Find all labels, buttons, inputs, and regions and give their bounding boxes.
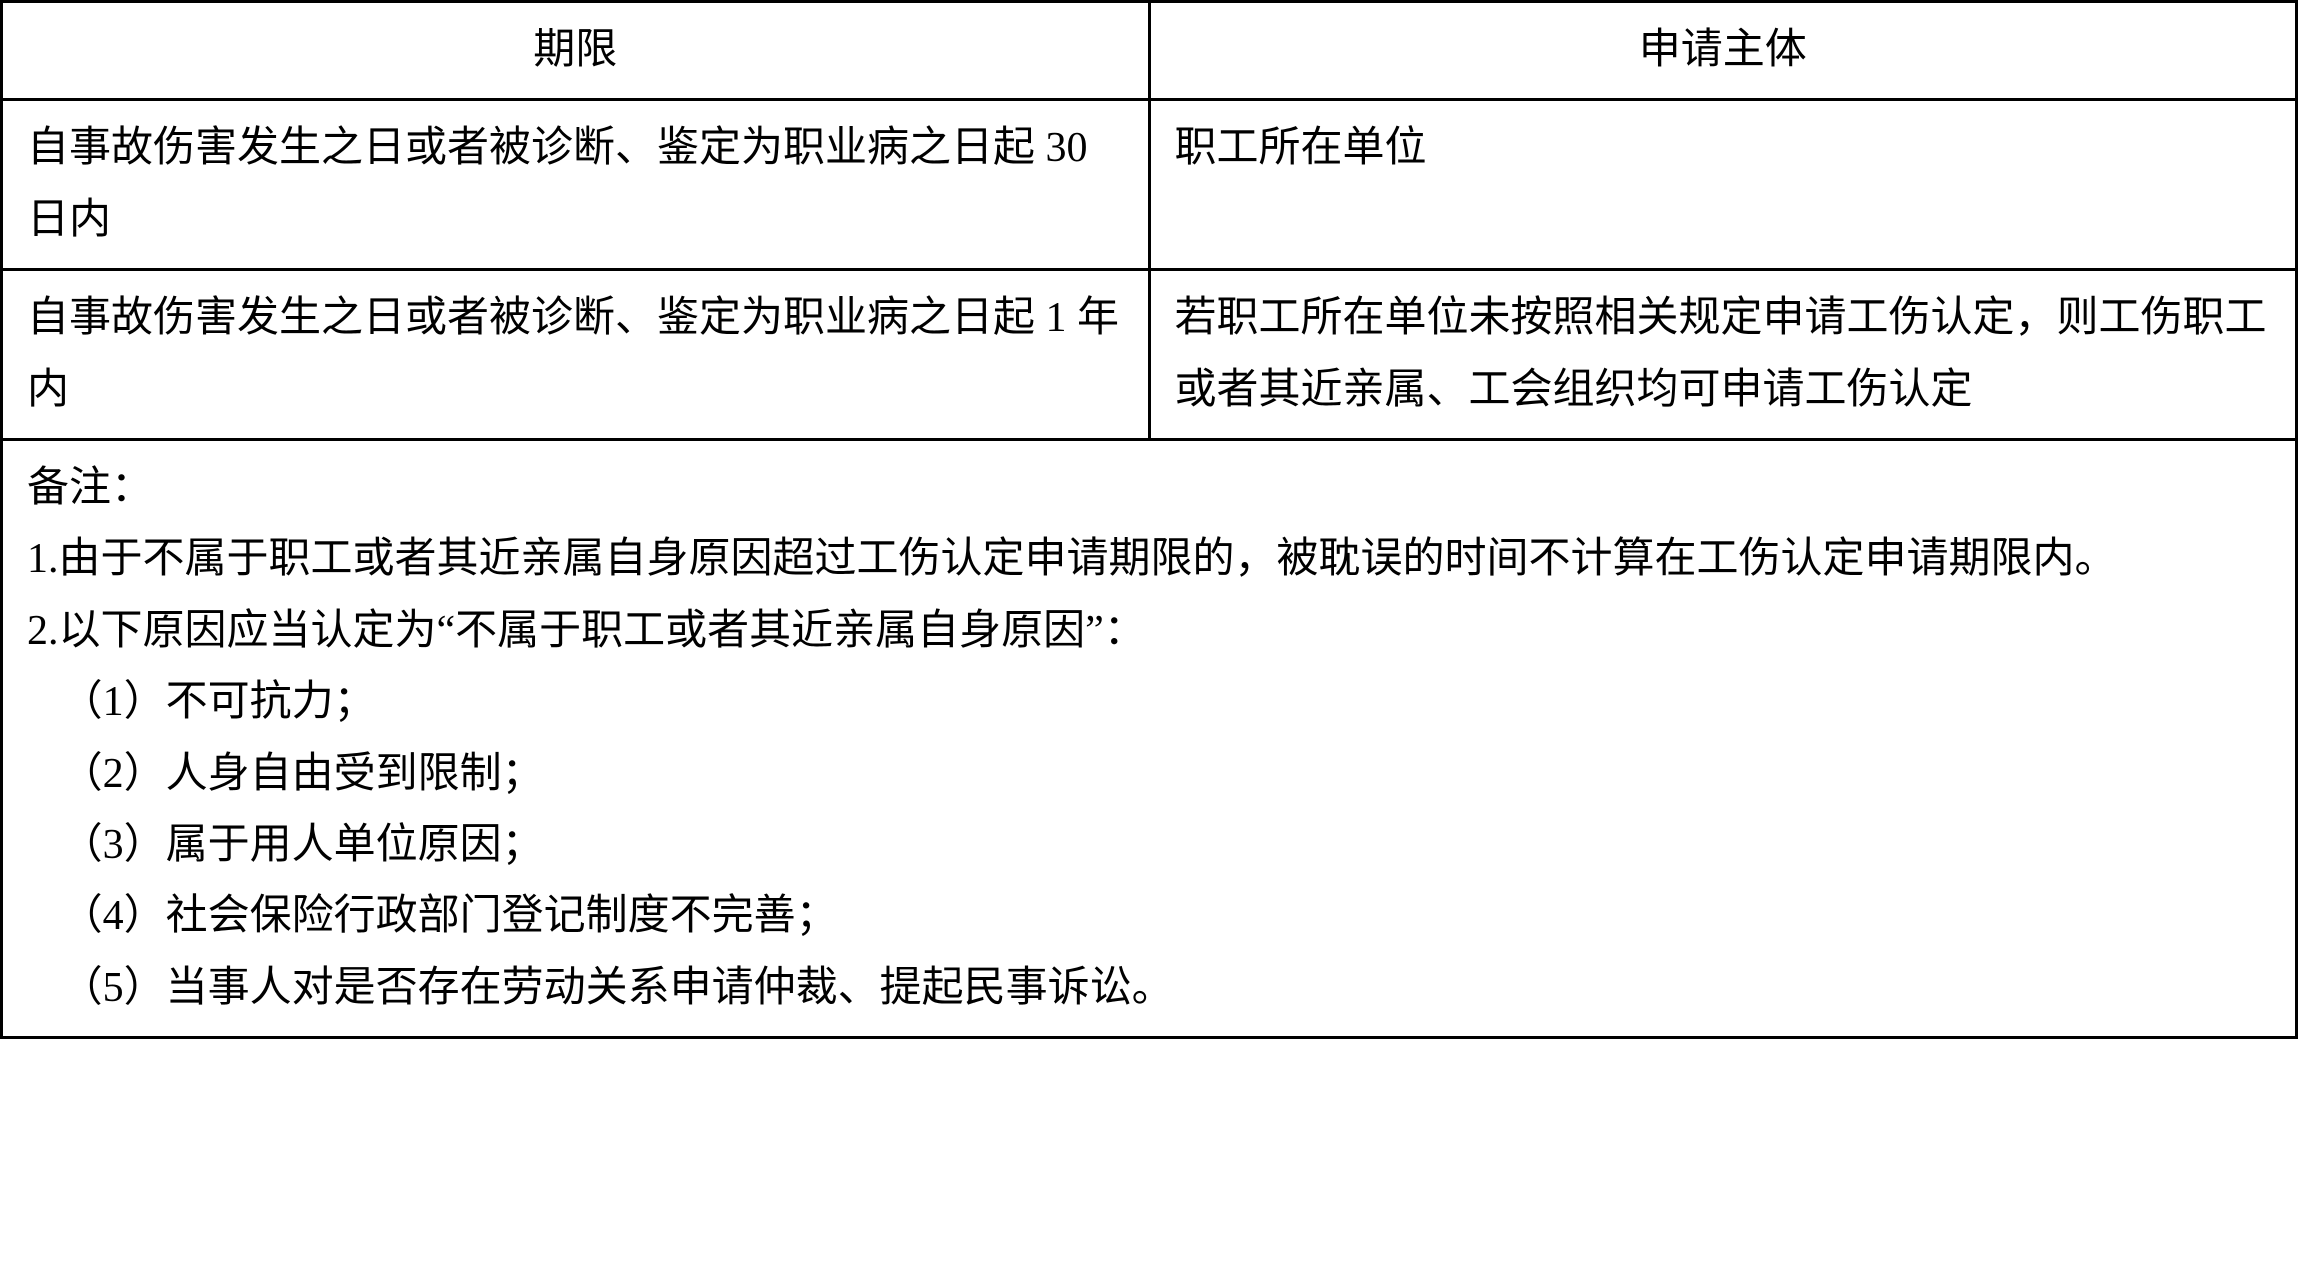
remarks-item: 1.由于不属于职工或者其近亲属自身原因超过工伤认定申请期限的，被耽误的时间不计算… — [27, 524, 2271, 595]
row1-col2: 职工所在单位 — [1149, 100, 2297, 270]
remarks-label: 备注： — [27, 453, 2271, 524]
document-table-container: 期限 申请主体 自事故伤害发生之日或者被诊断、鉴定为职业病之日起 30 日内 职… — [0, 0, 2298, 1039]
main-table: 期限 申请主体 自事故伤害发生之日或者被诊断、鉴定为职业病之日起 30 日内 职… — [0, 0, 2298, 1039]
remarks-subitem: （4）社会保险行政部门登记制度不完善； — [27, 881, 2271, 952]
remarks-subitem: （1）不可抗力； — [27, 667, 2271, 738]
row2-col2: 若职工所在单位未按照相关规定申请工伤认定，则工伤职工或者其近亲属、工会组织均可申… — [1149, 270, 2297, 440]
table-header-row: 期限 申请主体 — [2, 2, 2297, 100]
header-col2: 申请主体 — [1149, 2, 2297, 100]
row1-col1: 自事故伤害发生之日或者被诊断、鉴定为职业病之日起 30 日内 — [2, 100, 1150, 270]
table-row: 自事故伤害发生之日或者被诊断、鉴定为职业病之日起 1 年内 若职工所在单位未按照… — [2, 270, 2297, 440]
remarks-subitem: （5）当事人对是否存在劳动关系申请仲裁、提起民事诉讼。 — [27, 953, 2271, 1024]
remarks-item: 2.以下原因应当认定为“不属于职工或者其近亲属自身原因”： — [27, 596, 2271, 667]
remarks-subitem: （2）人身自由受到限制； — [27, 739, 2271, 810]
table-remarks-row: 备注： 1.由于不属于职工或者其近亲属自身原因超过工伤认定申请期限的，被耽误的时… — [2, 439, 2297, 1037]
header-col1: 期限 — [2, 2, 1150, 100]
table-row: 自事故伤害发生之日或者被诊断、鉴定为职业病之日起 30 日内 职工所在单位 — [2, 100, 2297, 270]
remarks-cell: 备注： 1.由于不属于职工或者其近亲属自身原因超过工伤认定申请期限的，被耽误的时… — [2, 439, 2297, 1037]
remarks-subitem: （3）属于用人单位原因； — [27, 810, 2271, 881]
row2-col1: 自事故伤害发生之日或者被诊断、鉴定为职业病之日起 1 年内 — [2, 270, 1150, 440]
